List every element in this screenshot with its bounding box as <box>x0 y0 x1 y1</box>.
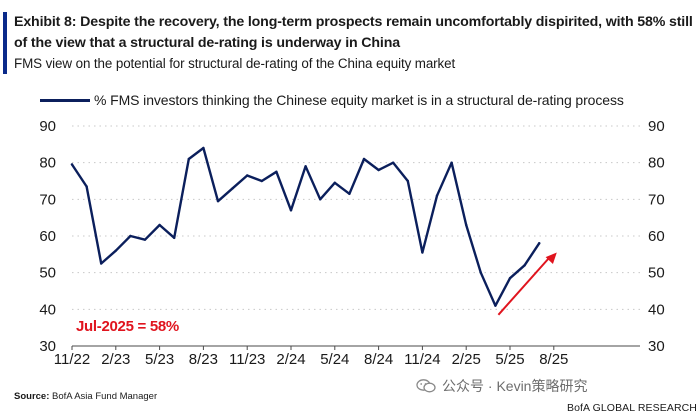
data-point <box>421 251 424 254</box>
x-tick-label-2: 5/23 <box>145 351 174 368</box>
y-tick-left-50: 50 <box>39 265 56 282</box>
data-point <box>392 161 395 164</box>
data-point <box>348 192 351 196</box>
data-point <box>435 194 439 197</box>
y-tick-left-80: 80 <box>39 155 56 172</box>
x-tick-label-0: 11/22 <box>54 351 90 368</box>
trend-arrow-shaft <box>497 255 552 316</box>
x-tick-label-6: 5/24 <box>320 351 349 368</box>
y-tick-right-80: 80 <box>648 155 665 172</box>
trend-arrow-head <box>545 252 557 264</box>
jul-2025-annotation: Jul-2025 = 58% <box>76 318 179 335</box>
data-point <box>129 234 132 238</box>
data-point <box>333 181 336 185</box>
x-tick-label-1: 2/23 <box>101 351 130 368</box>
data-point <box>187 157 190 161</box>
x-tick-label-4: 11/23 <box>229 351 265 368</box>
watermark-text: 公众号 · Kevin策略研究 <box>442 378 588 394</box>
data-point <box>85 185 88 188</box>
x-tick-label-7: 8/24 <box>364 351 393 368</box>
title-accent-bar <box>3 12 7 74</box>
data-point <box>143 238 147 241</box>
data-point <box>319 198 322 201</box>
x-tick-label-3: 8/23 <box>189 351 218 368</box>
y-tick-right-50: 50 <box>648 265 665 282</box>
data-point <box>538 242 541 245</box>
x-tick-label-10: 5/25 <box>495 351 524 368</box>
y-tick-right-60: 60 <box>648 228 665 245</box>
data-point <box>523 264 526 267</box>
wechat-icon <box>416 379 436 393</box>
y-tick-right-40: 40 <box>648 301 665 318</box>
data-point <box>377 168 380 172</box>
grid-layer <box>72 125 640 310</box>
data-point <box>465 223 468 227</box>
data-point <box>231 187 234 190</box>
x-tick-label-5: 2/24 <box>276 351 305 368</box>
data-point <box>304 165 307 168</box>
data-point <box>173 236 176 240</box>
y-tick-left-40: 40 <box>39 301 56 318</box>
data-point <box>450 161 453 164</box>
series-line-0 <box>70 146 541 307</box>
data-point <box>158 223 161 227</box>
data-point <box>100 262 103 265</box>
data-point <box>508 276 512 280</box>
source-note: Source: BofA Asia Fund Manager <box>14 391 157 402</box>
chart-legend: % FMS investors thinking the Chinese equ… <box>40 92 624 108</box>
y-tick-right-30: 30 <box>648 338 665 355</box>
data-point <box>406 179 409 183</box>
source-text: BofA Asia Fund Manager <box>52 391 158 402</box>
y-tick-left-60: 60 <box>39 228 56 245</box>
legend-label: % FMS investors thinking the Chinese equ… <box>94 92 624 108</box>
series-layer <box>70 146 541 307</box>
y-tick-left-70: 70 <box>39 191 56 208</box>
x-tick-label-11: 8/25 <box>539 351 568 368</box>
y-tick-right-70: 70 <box>648 191 665 208</box>
data-point <box>275 170 278 174</box>
x-tick-label-9: 2/25 <box>452 351 481 368</box>
y-tick-left-90: 90 <box>39 118 56 135</box>
axis-layer: 30 30 40 40 50 50 60 60 70 70 80 80 90 90 11/22 2/23 5/2… <box>39 118 664 368</box>
data-point <box>114 249 118 252</box>
data-point <box>362 157 366 161</box>
watermark: 公众号 · Kevin策略研究 <box>416 376 587 396</box>
data-point <box>479 271 482 274</box>
y-tick-left-30: 30 <box>39 338 56 355</box>
data-point <box>216 199 220 203</box>
data-point <box>260 179 263 183</box>
legend-swatch <box>40 98 90 102</box>
data-point <box>494 304 497 307</box>
x-tick-label-8: 11/24 <box>404 351 440 368</box>
source-label: Source: <box>14 391 50 402</box>
data-point <box>202 146 205 150</box>
data-point <box>289 209 293 212</box>
brand-footer: BofA GLOBAL RESEARCH <box>567 402 697 414</box>
arrow-layer <box>497 252 557 316</box>
y-tick-right-90: 90 <box>648 118 665 135</box>
chart-title: Exhibit 8: Despite the recovery, the lon… <box>14 14 693 51</box>
data-point <box>246 174 249 177</box>
data-point <box>70 163 74 166</box>
chart-subtitle: FMS view on the potential for structural… <box>14 56 456 71</box>
